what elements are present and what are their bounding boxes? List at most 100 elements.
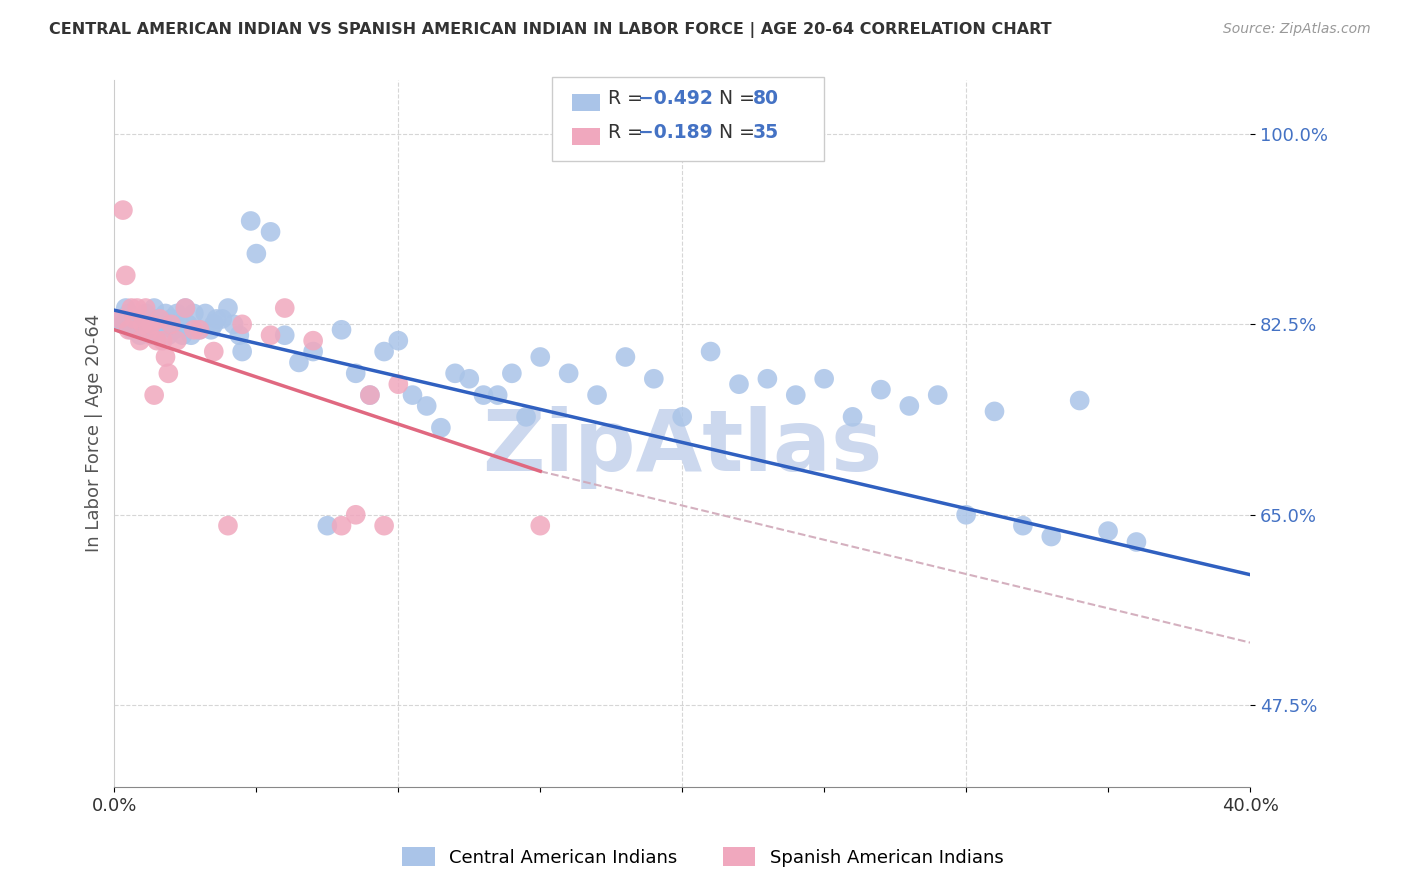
- Point: [132, 318, 155, 332]
- Text: 80: 80: [752, 89, 779, 108]
- Point: [529, 518, 551, 533]
- Point: [120, 323, 142, 337]
- Point: [183, 323, 205, 337]
- Point: [302, 344, 325, 359]
- Point: [129, 328, 152, 343]
- Point: [166, 306, 188, 320]
- Point: [217, 518, 239, 533]
- Point: [127, 318, 149, 332]
- Point: [401, 388, 423, 402]
- Point: [983, 404, 1005, 418]
- Point: [132, 323, 155, 337]
- Point: [117, 306, 139, 320]
- Point: [373, 518, 395, 533]
- Point: [155, 350, 177, 364]
- Point: [515, 409, 537, 424]
- Point: [155, 306, 177, 320]
- Point: [259, 225, 281, 239]
- Point: [501, 367, 523, 381]
- Point: [359, 388, 381, 402]
- Point: [135, 301, 157, 315]
- Point: [138, 323, 160, 337]
- Point: [699, 344, 721, 359]
- Point: [174, 301, 197, 315]
- Point: [274, 301, 297, 315]
- Point: [430, 421, 453, 435]
- Point: [614, 350, 637, 364]
- Point: [146, 334, 169, 348]
- Point: [387, 334, 409, 348]
- Point: [194, 306, 217, 320]
- Point: [813, 372, 835, 386]
- Point: [124, 312, 146, 326]
- Point: [415, 399, 437, 413]
- Point: [671, 409, 693, 424]
- Point: [239, 214, 262, 228]
- Point: [172, 328, 194, 343]
- Point: [231, 318, 253, 332]
- Point: [205, 312, 228, 326]
- Point: [898, 399, 921, 413]
- Point: [231, 344, 253, 359]
- Point: [1097, 524, 1119, 538]
- Point: [146, 312, 169, 326]
- Point: [202, 318, 225, 332]
- Point: [1125, 535, 1147, 549]
- Point: [870, 383, 893, 397]
- Point: [169, 318, 191, 332]
- Point: [188, 323, 211, 337]
- Point: [302, 334, 325, 348]
- Point: [108, 312, 131, 326]
- Point: [135, 306, 157, 320]
- Point: [557, 367, 579, 381]
- Text: N =: N =: [707, 89, 761, 108]
- Point: [228, 328, 250, 343]
- Point: [486, 388, 509, 402]
- Point: [259, 328, 281, 343]
- Point: [108, 312, 131, 326]
- Point: [188, 323, 211, 337]
- Point: [120, 301, 142, 315]
- Text: R =: R =: [609, 89, 650, 108]
- Text: 35: 35: [752, 123, 779, 142]
- Point: [160, 312, 183, 326]
- Point: [211, 312, 233, 326]
- Point: [472, 388, 495, 402]
- Point: [586, 388, 609, 402]
- Text: ZipAtlas: ZipAtlas: [482, 406, 883, 489]
- Point: [330, 323, 353, 337]
- FancyBboxPatch shape: [572, 94, 600, 112]
- Text: CENTRAL AMERICAN INDIAN VS SPANISH AMERICAN INDIAN IN LABOR FORCE | AGE 20-64 CO: CENTRAL AMERICAN INDIAN VS SPANISH AMERI…: [49, 22, 1052, 38]
- Point: [174, 301, 197, 315]
- Point: [458, 372, 481, 386]
- Point: [129, 334, 152, 348]
- Legend: Central American Indians, Spanish American Indians: Central American Indians, Spanish Americ…: [395, 840, 1011, 874]
- Text: Source: ZipAtlas.com: Source: ZipAtlas.com: [1223, 22, 1371, 37]
- FancyBboxPatch shape: [572, 128, 600, 145]
- Point: [177, 318, 200, 332]
- Text: N =: N =: [707, 123, 761, 142]
- Point: [955, 508, 977, 522]
- Point: [316, 518, 339, 533]
- Point: [127, 301, 149, 315]
- Point: [149, 312, 172, 326]
- Point: [141, 328, 163, 343]
- Point: [387, 377, 409, 392]
- Point: [111, 318, 134, 332]
- Point: [330, 518, 353, 533]
- Point: [160, 318, 183, 332]
- Point: [141, 318, 163, 332]
- Point: [288, 355, 311, 369]
- Point: [111, 203, 134, 218]
- Point: [124, 312, 146, 326]
- Point: [152, 334, 174, 348]
- Point: [785, 388, 807, 402]
- Text: R =: R =: [609, 123, 650, 142]
- Point: [274, 328, 297, 343]
- Point: [927, 388, 949, 402]
- Point: [180, 328, 202, 343]
- Point: [1069, 393, 1091, 408]
- Point: [643, 372, 665, 386]
- Text: −0.189: −0.189: [638, 123, 713, 142]
- Point: [217, 301, 239, 315]
